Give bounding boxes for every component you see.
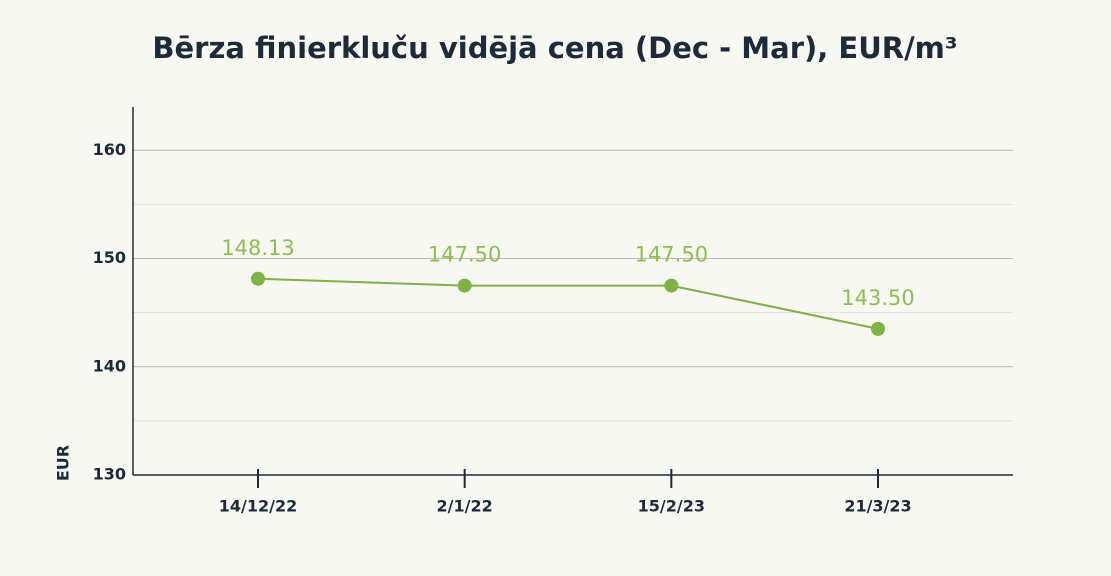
chart-title: Bērza finierkluču vidējā cena (Dec - Mar…: [152, 31, 957, 65]
data-point: [457, 278, 472, 293]
data-label: 143.50: [841, 286, 914, 310]
y-tick-label: 140: [93, 356, 126, 375]
y-tick-label: 160: [93, 140, 126, 159]
data-label: 148.13: [221, 236, 294, 260]
data-point: [664, 278, 679, 293]
data-label: 147.50: [635, 243, 708, 267]
x-tick-label: 14/12/22: [219, 497, 297, 516]
data-point: [251, 271, 265, 286]
data-label: 147.50: [428, 243, 501, 267]
x-tick-label: 2/1/22: [437, 497, 493, 516]
y-tick-label: 130: [93, 465, 126, 484]
y-tick-label: 150: [93, 248, 126, 267]
y-axis-label: EUR: [54, 445, 73, 481]
data-point: [871, 321, 885, 336]
series-line: [257, 277, 879, 330]
x-tick-label: 15/2/23: [638, 497, 705, 516]
x-tick-label: 21/3/23: [844, 497, 911, 516]
